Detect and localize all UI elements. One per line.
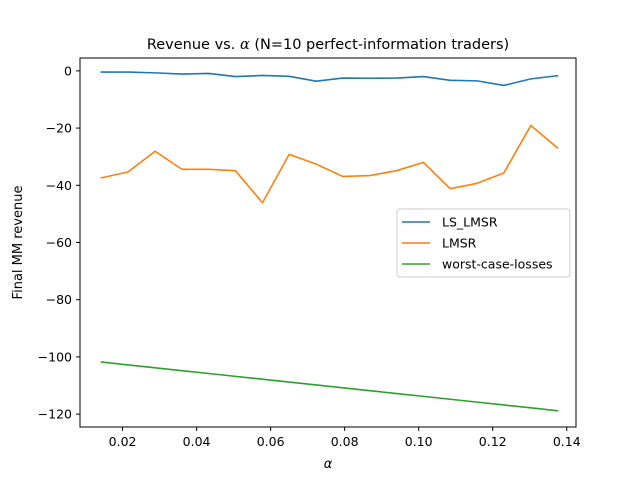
legend-label-lmsr: LMSR [442,236,477,251]
x-tick-label: 0.14 [553,434,581,449]
y-axis-label: Final MM revenue [11,186,26,300]
x-tick-label: 0.02 [109,434,137,449]
series-line-lmsr [100,124,559,204]
x-axis: 0.02 0.04 0.06 0.08 0.10 0.12 0.14 [109,427,581,449]
y-tick-label: −100 [38,349,72,364]
x-tick-label: 0.04 [183,434,211,449]
x-tick-label: 0.06 [257,434,285,449]
legend-label-ls-lmsr: LS_LMSR [442,215,498,230]
series-line-worst-case-losses [100,361,559,412]
y-axis: 0 −20 −40 −60 −80 −100 −120 [38,63,80,422]
plot-series-group [100,71,559,412]
x-tick-label: 0.12 [479,434,507,449]
x-axis-label: α [324,457,333,472]
series-line-ls-lmsr [100,71,559,87]
legend: LS_LMSR LMSR worst-case-losses [396,208,571,278]
chart-title-suffix: (N=10 perfect-information traders) [250,37,509,53]
y-tick-label: −60 [46,235,72,250]
chart-title-symbol: α [240,37,250,53]
y-tick-label: −40 [46,178,72,193]
chart-title: Revenue vs. α (N=10 perfect-information … [147,37,509,53]
y-tick-label: −20 [46,121,72,136]
chart-title-prefix: Revenue vs. [147,37,240,53]
x-tick-label: 0.10 [405,434,433,449]
y-tick-label: 0 [64,63,72,78]
legend-label-worst-case-losses: worst-case-losses [442,257,553,272]
y-tick-label: −120 [38,407,72,422]
x-tick-label: 0.08 [331,434,359,449]
legend-box [396,208,571,278]
y-tick-label: −80 [46,292,72,307]
